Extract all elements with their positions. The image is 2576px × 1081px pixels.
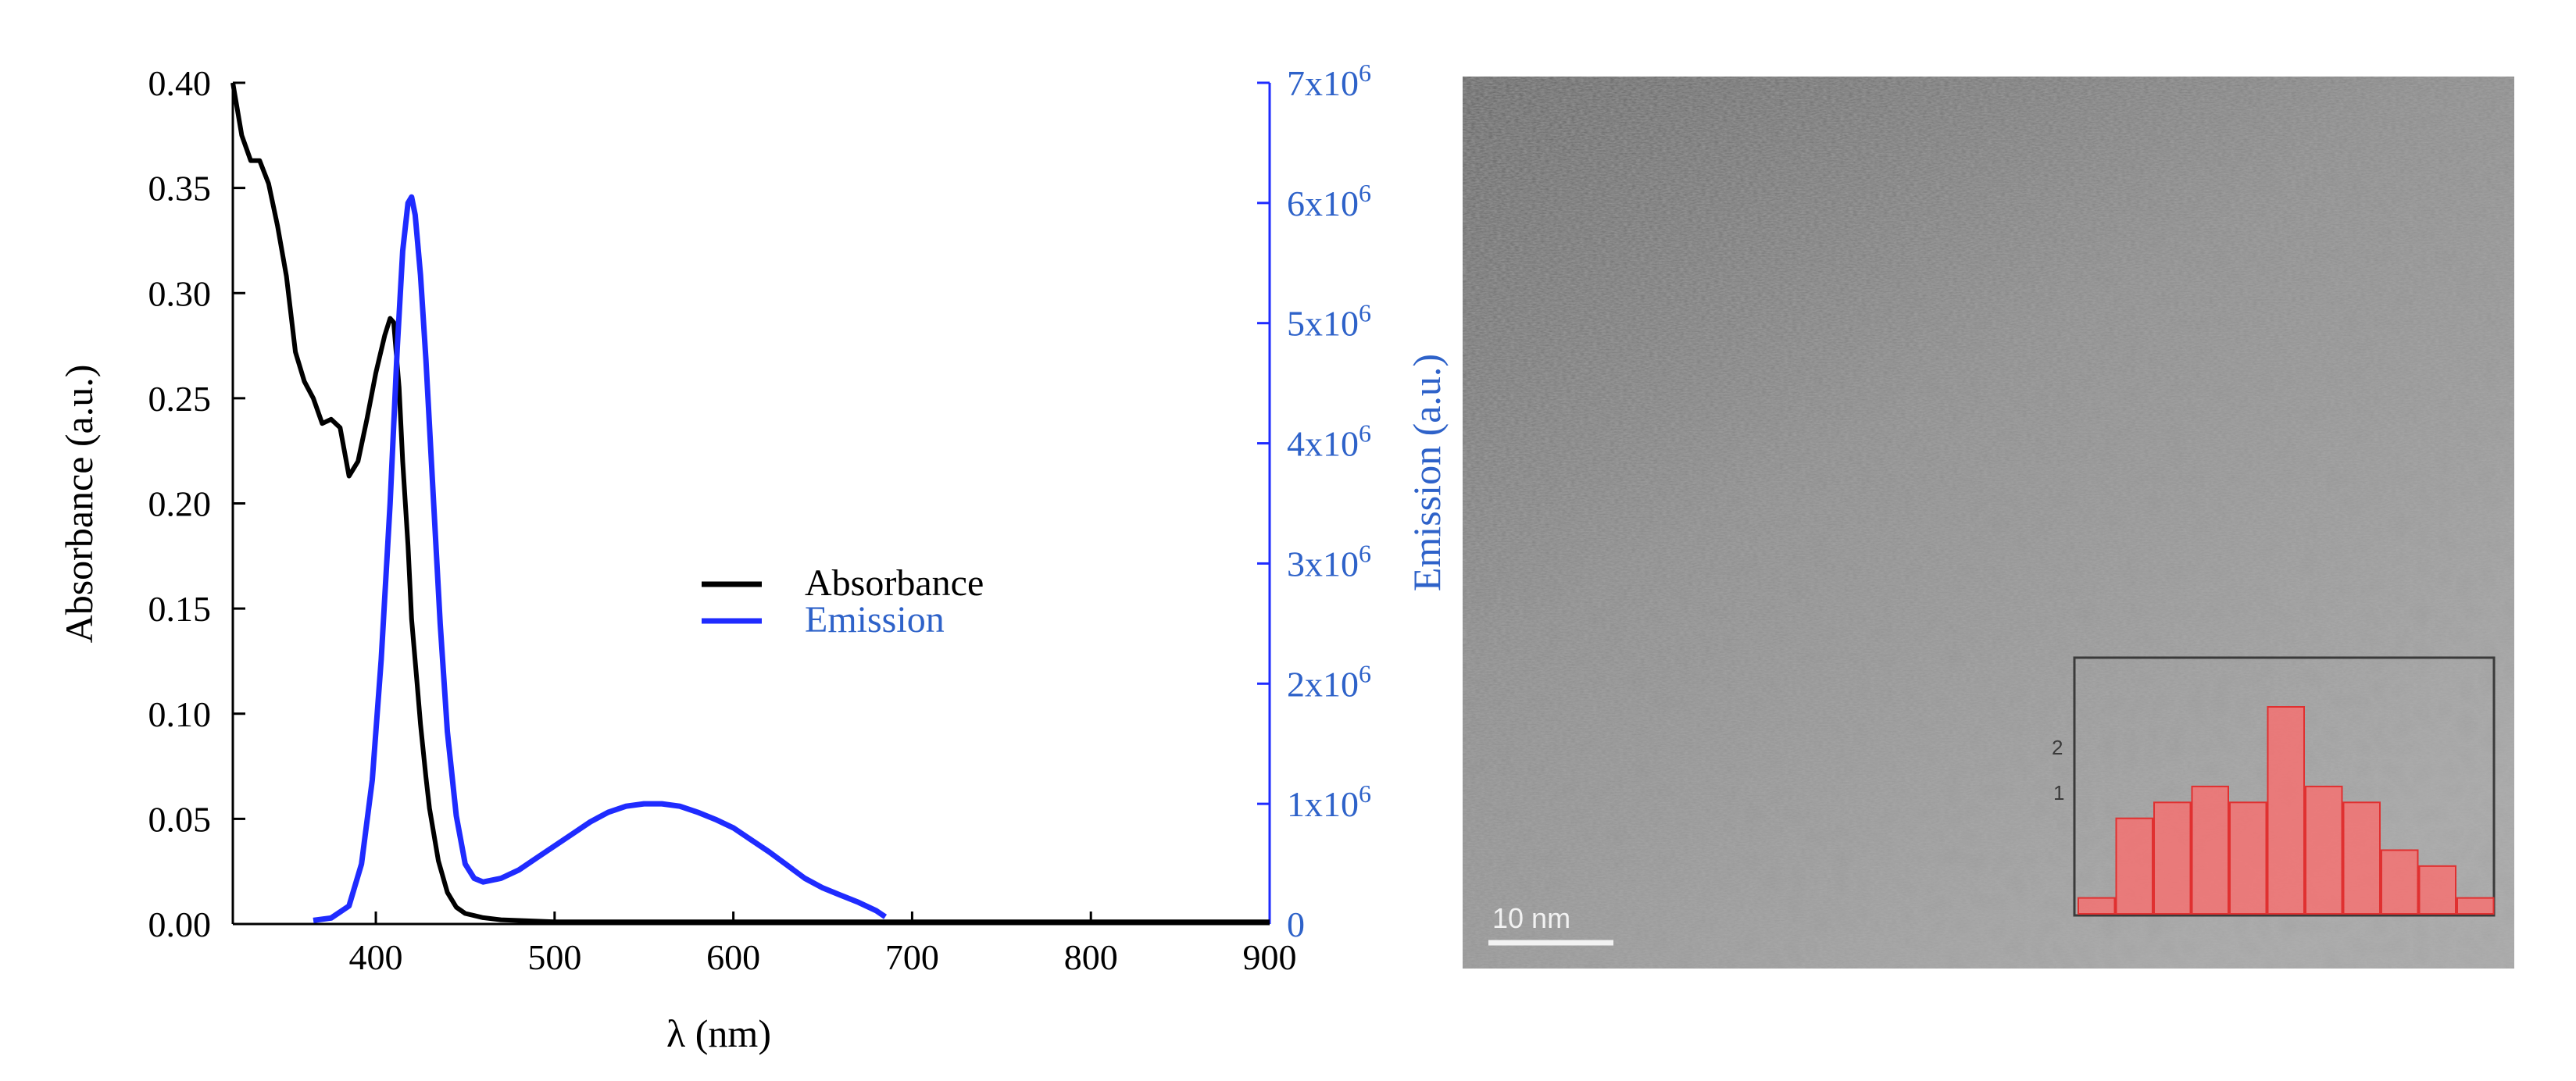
x-tick-label: 600 [706,937,760,977]
y2-axis-title: Emission (a.u.) [1405,354,1449,591]
y-tick-label: 0.15 [148,589,212,629]
legend: Absorbance Emission [702,562,984,640]
y2-axis-ticks [1257,81,1270,926]
histogram-bars [2078,706,2495,915]
histogram-bar [2381,849,2419,915]
histogram-bar [2456,897,2495,915]
y-tick-label: 0.25 [148,379,212,419]
histogram-bar [2229,801,2267,915]
x-tick-labels: 400 500 600 700 800 900 [349,937,1297,977]
histogram-bar [2305,785,2343,915]
y-tick-label: 0.35 [148,169,212,209]
y-tick-label: 0.40 [148,63,212,103]
histogram-bar [2078,897,2116,915]
histogram-bar [2191,785,2229,915]
x-tick-label: 800 [1064,937,1118,977]
spectra-chart: 400 500 600 700 800 900 0.000.050.100.150.200… [57,59,1449,1055]
histogram-bar [2267,706,2305,915]
histogram-bar [2418,865,2456,915]
y-tick-label: 0.10 [148,694,212,734]
y2-tick-label: 2x106 [1287,659,1371,704]
y-tick-label: 0.05 [148,799,212,839]
legend-label-absorbance: Absorbance [805,562,984,604]
y2-tick-label: 6x106 [1287,179,1371,223]
emission-series-line [313,194,888,923]
size-histogram-inset: 2 1 [2052,656,2496,917]
y2-tick-label: 1x106 [1287,780,1371,824]
histogram-tick-label-2: 2 [2052,736,2063,759]
histogram-bar [2342,801,2381,915]
y2-tick-label: 4x106 [1287,419,1371,464]
x-axis-title: λ (nm) [666,1011,771,1055]
tem-micrograph: 10 nm 2 1 [1463,77,2514,969]
y-tick-label: 0.00 [148,904,212,944]
y-tick-labels: 0.00 0.05 0.10 0.15 0.20 0.25 0.30 0.35 0.40 [148,63,212,944]
y-tick-label: 0.20 [148,484,212,524]
x-tick-label: 500 [527,937,581,977]
histogram-tick-label-1: 1 [2053,781,2064,805]
y2-tick-label: 5x106 [1287,299,1371,344]
x-tick-label: 400 [349,937,403,977]
histogram-bar [2115,817,2153,915]
y-tick-label: 0.30 [148,273,212,313]
y2-tick-label: 7x106 [1287,59,1371,103]
histogram-frame [2073,656,2496,917]
scale-bar-label: 10 nm [1492,902,1570,934]
x-tick-label: 700 [885,937,939,977]
histogram-bar [2153,801,2192,915]
x-tick-label: 900 [1243,937,1297,977]
y-axis-ticks [233,81,245,926]
y-axis-title: Absorbance (a.u.) [57,365,101,644]
legend-label-emission: Emission [805,599,945,640]
y2-tick-labels: 0 1x106 2x106 3x106 4x106 5x106 6x106 7x106 [1287,59,1371,944]
y2-tick-label: 3x106 [1287,539,1371,583]
y2-tick-label: 0 [1287,904,1305,944]
